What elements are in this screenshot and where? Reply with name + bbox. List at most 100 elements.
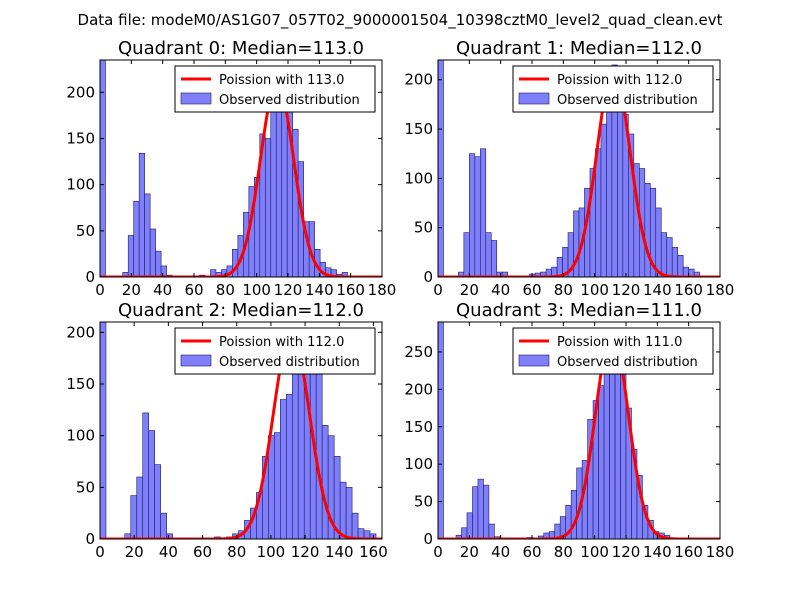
histogram-bar <box>617 89 624 277</box>
y-tick-label: 50 <box>414 219 433 237</box>
histogram-bars <box>438 60 700 277</box>
panels: 0 20 40 60 80 100 120 140 160 180050100150200Quad… <box>66 38 734 561</box>
histogram-bar <box>148 430 155 539</box>
histogram-bar <box>127 235 134 277</box>
x-tick-label: 180 <box>368 281 397 299</box>
x-tick-label: 40 <box>159 543 178 561</box>
x-tick-label: 100 <box>580 281 609 299</box>
x-tick-label: 80 <box>227 543 246 561</box>
histogram-bar <box>600 123 607 277</box>
x-tick-label: 120 <box>612 281 641 299</box>
histogram-bar <box>461 527 468 539</box>
x-tick-label: 20 <box>125 543 144 561</box>
histogram-bar <box>133 200 140 277</box>
histogram-bar <box>280 399 287 539</box>
histogram-bar <box>136 476 144 539</box>
histogram-bar <box>100 60 106 277</box>
legend-box <box>512 65 714 113</box>
quadrant-0-panel: 0 20 40 60 80 100 120 140 160 180050100150200Quad… <box>66 38 396 299</box>
y-tick-label: 200 <box>404 71 433 89</box>
y-tick-label: 200 <box>404 380 433 398</box>
axes-frame <box>437 59 721 278</box>
histogram-bar <box>463 232 470 277</box>
x-tick-label: 120 <box>291 543 320 561</box>
x-tick-label: 40 <box>491 543 510 561</box>
legend: Poission with 112.0 Observed distribution <box>174 327 376 375</box>
histogram-bar <box>438 60 444 277</box>
axes-frame <box>99 321 383 540</box>
y-tick-label: 0 <box>85 530 95 548</box>
x-tick-label: 160 <box>674 281 703 299</box>
histogram-bar <box>474 156 481 277</box>
legend-bar-label: Observed distribution <box>557 355 698 370</box>
histogram-bar <box>490 240 498 277</box>
histogram-bar <box>598 385 605 539</box>
chart-title: Quadrant 2: Median=112.0 <box>118 300 364 321</box>
x-tick-label: 100 <box>242 281 271 299</box>
legend-box <box>174 65 376 113</box>
histogram-bar <box>339 481 347 539</box>
y-tick-label: 150 <box>66 129 95 147</box>
histogram-bars <box>438 322 676 539</box>
histogram-bar <box>595 148 602 277</box>
histogram-bar <box>603 351 610 539</box>
y-tick-label: 100 <box>404 169 433 187</box>
poisson-curve <box>100 330 382 539</box>
legend: Poission with 111.0 Observed distribution <box>512 327 714 375</box>
y-tick-label: 200 <box>66 83 95 101</box>
legend-line-label: Poission with 113.0 <box>219 73 344 88</box>
x-tick-label: 0 <box>433 281 443 299</box>
y-tick-label: 200 <box>66 323 95 341</box>
histogram-bar <box>570 490 577 539</box>
x-tick-label: 60 <box>522 281 541 299</box>
histogram-bar <box>438 322 444 539</box>
y-tick-label: 150 <box>404 418 433 436</box>
histogram-bar <box>291 370 299 539</box>
histogram-bar <box>660 232 668 277</box>
x-tick-label: 160 <box>674 543 703 561</box>
y-tick-label: 150 <box>66 375 95 393</box>
x-tick-label: 140 <box>325 543 354 561</box>
histogram-bar <box>149 228 156 277</box>
x-tick-label: 20 <box>460 543 479 561</box>
x-tick-label: 160 <box>336 281 365 299</box>
x-tick-label: 140 <box>643 281 672 299</box>
x-tick-label: 80 <box>554 281 573 299</box>
y-tick-label: 100 <box>66 176 95 194</box>
histogram-bar <box>655 207 662 277</box>
x-tick-label: 60 <box>184 281 203 299</box>
quadrant-1-panel: 0 20 40 60 80 100 120 140 160 180050100150200Quad… <box>404 38 734 299</box>
legend-bar-label: Observed distribution <box>219 93 360 108</box>
x-tick-label: 0 <box>95 543 105 561</box>
y-tick-label: 0 <box>423 268 433 286</box>
x-tick-label: 180 <box>706 543 735 561</box>
histogram-bar <box>100 322 107 539</box>
histogram-bar <box>677 255 684 277</box>
histogram-bar <box>130 495 138 539</box>
y-tick-label: 0 <box>423 530 433 548</box>
x-tick-label: 180 <box>706 281 735 299</box>
x-tick-label: 80 <box>554 543 573 561</box>
histogram-bar <box>155 250 162 277</box>
x-tick-label: 40 <box>153 281 172 299</box>
histogram-bar <box>671 247 679 277</box>
legend-bar-swatch <box>518 92 550 105</box>
legend-bar-swatch <box>180 354 212 367</box>
x-tick-label: 100 <box>257 543 286 561</box>
legend-bar-swatch <box>518 354 550 367</box>
y-tick-label: 0 <box>85 268 95 286</box>
figure-title: Data file: modeM0/AS1G07_057T02_90000015… <box>78 11 723 30</box>
histogram-bar <box>488 523 495 539</box>
y-tick-label: 50 <box>76 222 95 240</box>
x-tick-label: 160 <box>359 543 388 561</box>
x-tick-label: 100 <box>580 543 609 561</box>
y-tick-label: 250 <box>404 343 433 361</box>
histogram-bar <box>666 237 673 277</box>
quadrant-2-panel: 0 20 40 60 80 100 120 140 160 0 50 100 150 200 Quadran… <box>66 300 387 561</box>
legend-bar-swatch <box>180 92 212 105</box>
histogram-bar <box>485 232 492 277</box>
x-tick-label: 140 <box>643 543 672 561</box>
chart-title: Quadrant 0: Median=113.0 <box>118 38 364 59</box>
chart-title: Quadrant 1: Median=112.0 <box>456 38 702 59</box>
x-tick-label: 60 <box>522 543 541 561</box>
